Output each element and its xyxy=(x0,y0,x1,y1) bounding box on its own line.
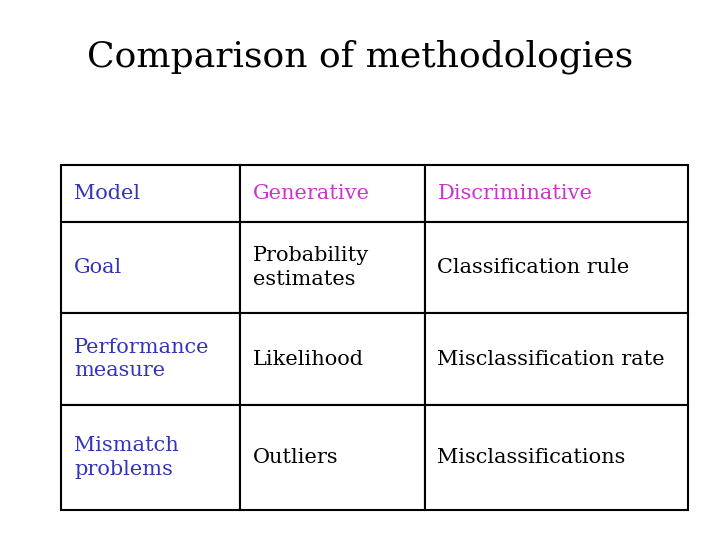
Bar xyxy=(425,222,688,313)
Text: Mismatch
problems: Mismatch problems xyxy=(74,436,179,479)
Text: Model: Model xyxy=(74,184,140,202)
Bar xyxy=(240,405,425,510)
Bar xyxy=(425,165,688,222)
Text: Misclassification rate: Misclassification rate xyxy=(438,349,665,369)
Text: Discriminative: Discriminative xyxy=(438,184,593,202)
Text: Generative: Generative xyxy=(253,184,369,202)
Text: Classification rule: Classification rule xyxy=(438,258,630,277)
Text: Likelihood: Likelihood xyxy=(253,349,364,369)
Text: Performance
measure: Performance measure xyxy=(74,338,210,380)
Bar xyxy=(61,222,240,313)
Text: Outliers: Outliers xyxy=(253,448,338,467)
Bar xyxy=(240,222,425,313)
Text: Comparison of methodologies: Comparison of methodologies xyxy=(87,39,633,74)
Bar xyxy=(61,165,240,222)
Bar xyxy=(425,313,688,405)
Text: Misclassifications: Misclassifications xyxy=(438,448,626,467)
Bar xyxy=(61,405,240,510)
Text: Goal: Goal xyxy=(74,258,122,277)
Bar xyxy=(425,405,688,510)
Text: Probability
estimates: Probability estimates xyxy=(253,246,369,289)
Bar xyxy=(240,313,425,405)
Bar xyxy=(240,165,425,222)
Bar xyxy=(61,313,240,405)
